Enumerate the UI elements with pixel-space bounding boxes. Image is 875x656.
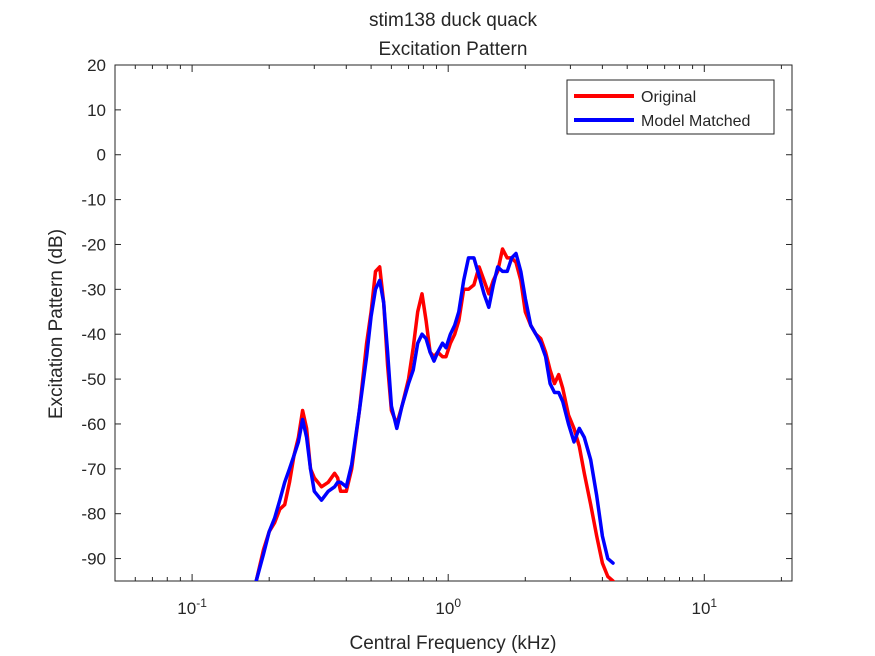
series-line-model-matched [254,251,615,581]
y-tick-label: -80 [81,505,106,524]
x-axis-ticks: 10-1 100 101 [114,65,782,618]
legend: Original Model Matched [566,79,775,135]
plot-area [114,64,793,582]
y-tick-label: -50 [81,370,106,389]
legend-box [566,79,775,135]
x-tick-label: 10-1 [177,596,207,618]
legend-label: Model Matched [641,113,750,130]
x-tick-label: 100 [435,596,461,618]
y-tick-label: -70 [81,460,106,479]
y-tick-label: -40 [81,325,106,344]
y-axis-label: Excitation Pattern (dB) [46,229,67,419]
y-tick-label: 20 [87,56,106,75]
chart-title: stim138 duck quack [369,10,537,31]
legend-label: Original [641,89,696,106]
series-layer [254,247,615,581]
y-axis-ticks: 20 10 0 -10 -20 -30 -40 -50 -60 -70 -80 -90 [81,56,792,569]
y-tick-label: -90 [81,550,106,569]
y-tick-label: -60 [81,415,106,434]
y-tick-label: 10 [87,101,106,120]
x-axis-label: Central Frequency (kHz) [350,633,557,654]
chart-subtitle: Excitation Pattern [379,39,528,60]
y-tick-label: 0 [97,146,106,165]
y-tick-label: -10 [81,191,106,210]
x-tick-label: 101 [691,596,717,618]
y-tick-label: -30 [81,280,106,299]
y-tick-label: -20 [81,235,106,254]
